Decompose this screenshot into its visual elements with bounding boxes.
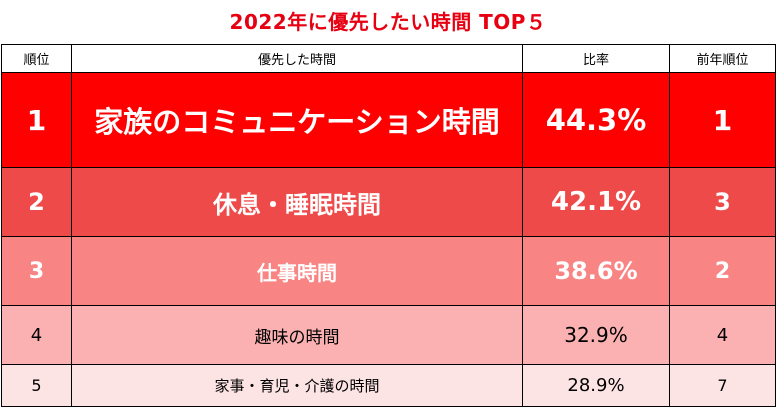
ratio-cell: 44.3% [522,72,670,168]
header-prev-rank: 前年順位 [669,44,776,73]
table-row: 2 休息・睡眠時間 42.1% 3 [1,167,776,237]
table-row: 3 仕事時間 38.6% 2 [1,236,776,306]
rank-cell: 4 [1,305,72,365]
table-row: 5 家事・育児・介護の時間 28.9% 7 [1,364,776,407]
label-cell: 仕事時間 [71,236,523,306]
prev-rank-cell: 2 [669,236,776,306]
ratio-cell: 38.6% [522,236,670,306]
table-row: 1 家族のコミュニケーション時間 44.3% 1 [1,72,776,168]
ratio-cell: 28.9% [522,364,670,407]
label-cell: 休息・睡眠時間 [71,167,523,237]
prev-rank-cell: 3 [669,167,776,237]
label-cell: 家事・育児・介護の時間 [71,364,523,407]
prev-rank-cell: 4 [669,305,776,365]
rank-cell: 2 [1,167,72,237]
label-cell: 家族のコミュニケーション時間 [71,72,523,168]
rank-cell: 3 [1,236,72,306]
page-title: 2022年に優先したい時間 TOP５ [229,10,547,34]
header-ratio: 比率 [522,44,670,73]
ranking-table: 順位 優先した時間 比率 前年順位 1 家族のコミュニケーション時間 44.3%… [1,44,776,407]
ratio-cell: 42.1% [522,167,670,237]
table-row: 4 趣味の時間 32.9% 4 [1,305,776,365]
rank-cell: 1 [1,72,72,168]
ratio-cell: 32.9% [522,305,670,365]
header-label: 優先した時間 [71,44,523,73]
label-cell: 趣味の時間 [71,305,523,365]
rank-cell: 5 [1,364,72,407]
header-rank: 順位 [1,44,72,73]
table-header-row: 順位 優先した時間 比率 前年順位 [1,44,776,73]
prev-rank-cell: 1 [669,72,776,168]
prev-rank-cell: 7 [669,364,776,407]
